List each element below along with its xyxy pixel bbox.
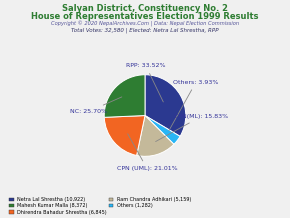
Text: Copyright © 2020 NepalArchives.Com | Data: Nepal Election Commission: Copyright © 2020 NepalArchives.Com | Dat… <box>51 21 239 27</box>
Wedge shape <box>137 116 174 156</box>
Wedge shape <box>104 116 145 155</box>
Wedge shape <box>145 75 186 136</box>
Wedge shape <box>104 75 145 117</box>
Text: House of Representatives Election 1999 Results: House of Representatives Election 1999 R… <box>31 12 259 21</box>
Text: NC: 25.70%: NC: 25.70% <box>70 97 122 114</box>
Wedge shape <box>145 116 180 144</box>
Text: Salyan District, Constituency No. 2: Salyan District, Constituency No. 2 <box>62 4 228 13</box>
Text: Others: 3.93%: Others: 3.93% <box>169 80 219 131</box>
Text: Total Votes: 32,580 | Elected: Netra Lal Shrestha, RPP: Total Votes: 32,580 | Elected: Netra Lal… <box>71 28 219 33</box>
Text: CPN (UML): 21.01%: CPN (UML): 21.01% <box>117 134 177 171</box>
Text: CPN(ML): 15.83%: CPN(ML): 15.83% <box>156 114 228 141</box>
Legend: Netra Lal Shrestha (10,922), Mahesh Kumar Malla (8,372), Dhirendra Bahadur Shres: Netra Lal Shrestha (10,922), Mahesh Kuma… <box>8 196 193 216</box>
Text: RPP: 33.52%: RPP: 33.52% <box>126 63 166 102</box>
